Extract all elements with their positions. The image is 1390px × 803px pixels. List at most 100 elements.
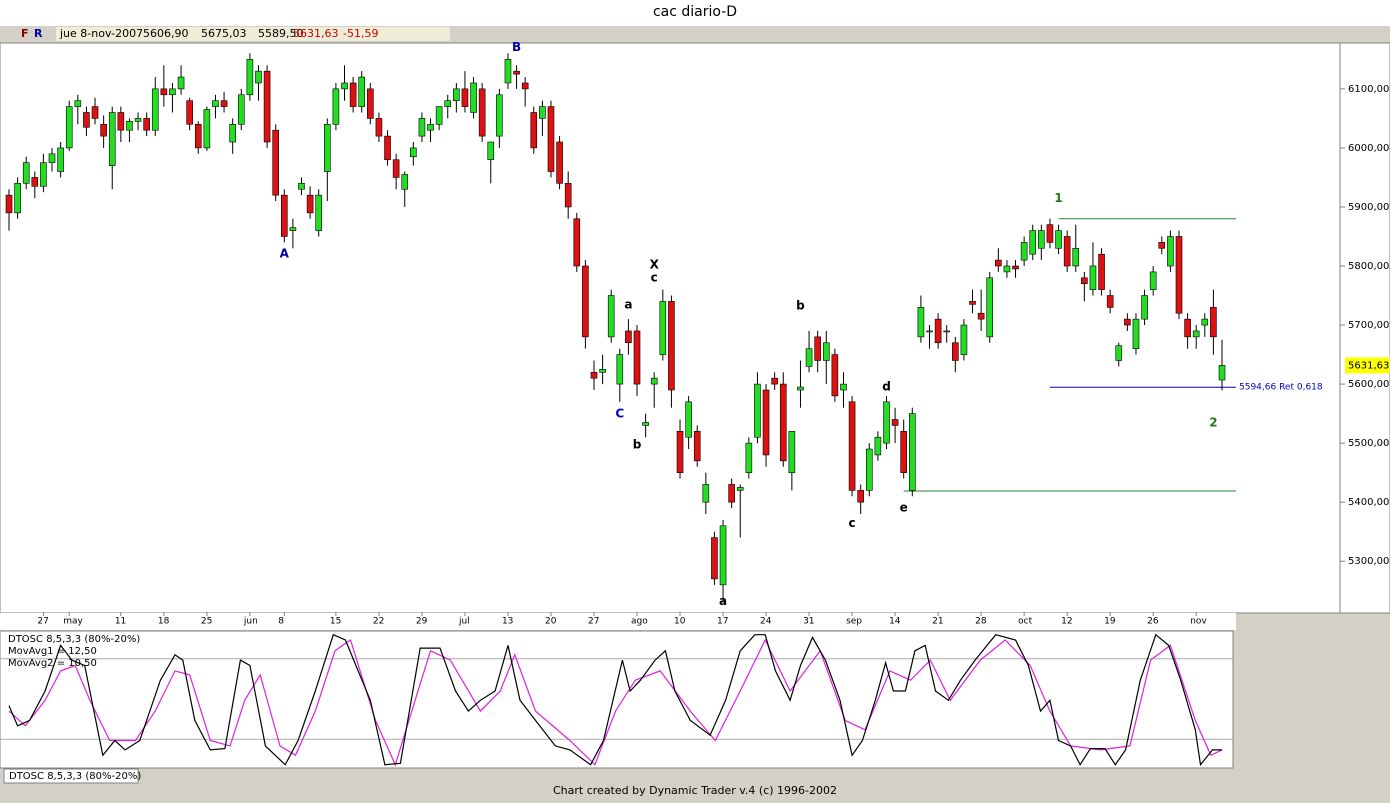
candle-body [1106, 295, 1114, 308]
candle-body [625, 330, 632, 344]
candle-body [108, 112, 116, 166]
candle-body [719, 525, 727, 586]
candle-body [917, 307, 925, 338]
wave-label: A [280, 247, 290, 261]
candle-body [83, 112, 90, 128]
candle-body [212, 100, 219, 107]
y-tick-label: 5600,00 [1348, 379, 1389, 390]
candle-body [1063, 236, 1071, 267]
x-tick-label: 24 [760, 617, 772, 627]
osc-line [8, 633, 1222, 767]
x-tick-label: 31 [803, 617, 814, 627]
candle-body [40, 162, 47, 187]
candle-body [831, 354, 839, 397]
candle-body [134, 118, 142, 122]
y-tick-label: 5500,00 [1348, 438, 1389, 449]
candle-body [1218, 365, 1226, 381]
candle-body [969, 301, 976, 305]
candle-body [702, 484, 710, 503]
x-tick-label: 8 [278, 617, 284, 627]
y-tick-label: 5400,00 [1348, 497, 1389, 508]
candle-body [1089, 265, 1097, 290]
osc-line [8, 638, 1223, 767]
candle-body [31, 177, 39, 187]
candle-body [934, 318, 942, 344]
x-tick-label: 19 [1104, 617, 1116, 627]
candle-body [126, 121, 133, 131]
candle-body [1038, 230, 1045, 249]
info-change: -51,59 [343, 27, 378, 40]
candle-body [478, 88, 486, 137]
candle-body [496, 94, 503, 137]
candle-body [926, 330, 933, 333]
wave-label: C [615, 407, 624, 421]
candle-body [1210, 307, 1217, 338]
candle-body [1020, 242, 1028, 261]
r-button[interactable]: R [34, 27, 43, 40]
osc-tab-label[interactable]: DTOSC 8,5,3,3 (80%-20%) [9, 771, 141, 782]
x-tick-label: sep [846, 617, 862, 627]
candle-body [392, 159, 400, 178]
wave-label: d [882, 380, 891, 394]
legend-entry: MovAvg2 = 10,50 [8, 658, 97, 669]
wave-label: 2 [1209, 416, 1217, 430]
candle-body [229, 123, 236, 143]
wave-label: c [651, 270, 658, 284]
wave-label: b [796, 299, 805, 313]
candle-body [1072, 247, 1080, 267]
candle-body [367, 88, 374, 119]
osc-panel [0, 630, 1234, 769]
x-tick-label: 27 [588, 617, 599, 627]
candle-body [1192, 330, 1200, 338]
candle-body [874, 436, 882, 456]
candle-body [14, 183, 21, 214]
candle-body [1055, 230, 1062, 249]
candle-body [616, 354, 624, 385]
candle-body [384, 135, 391, 161]
candle-body [48, 153, 56, 163]
candle-body [1029, 230, 1037, 255]
f-button[interactable]: F [21, 27, 29, 40]
candle-body [151, 88, 159, 131]
candle-body [865, 448, 873, 491]
wave-label: a [624, 297, 632, 311]
candle-body [169, 88, 176, 96]
x-tick-label: 17 [717, 617, 728, 627]
info-high: 5675,03 [201, 27, 247, 40]
candle-body [685, 401, 692, 438]
osc-tab[interactable] [3, 768, 139, 784]
candle-body [771, 377, 778, 385]
candle-body [960, 324, 968, 355]
candle-body [1124, 318, 1131, 326]
candle-body [1081, 277, 1088, 285]
candle-body [203, 109, 211, 149]
x-tick-label: 10 [674, 617, 686, 627]
info-open: 5606,90 [143, 27, 189, 40]
candle-body [280, 194, 288, 237]
candle-body [822, 342, 830, 361]
candle-body [556, 141, 563, 184]
x-tick-label: 13 [502, 617, 513, 627]
info-date: jue 8-nov-2007 [59, 27, 143, 40]
chart-title: cac diario-D [653, 4, 737, 20]
candle-body [659, 301, 667, 355]
candle-body [779, 383, 787, 462]
candle-body [461, 88, 469, 107]
wave-label: e [900, 501, 908, 515]
candle-body [547, 106, 555, 172]
x-tick-label: 21 [932, 617, 943, 627]
candle-body [306, 194, 314, 214]
x-tick-label: 25 [201, 617, 212, 627]
plot-layer: 5300,00 5400,00 5500,00 5600,00 5700,00 5800,… [0, 40, 1390, 767]
x-tick-label: 27 [37, 617, 48, 627]
candle-body [788, 431, 796, 473]
info-box [56, 27, 450, 41]
candle-body [805, 348, 813, 367]
candle-body [1141, 295, 1148, 320]
x-tick-label: may [63, 617, 83, 627]
candle-body [513, 70, 520, 75]
candle-body [410, 147, 417, 158]
x-tick-label: ago [631, 617, 648, 627]
candle-body [642, 422, 649, 426]
